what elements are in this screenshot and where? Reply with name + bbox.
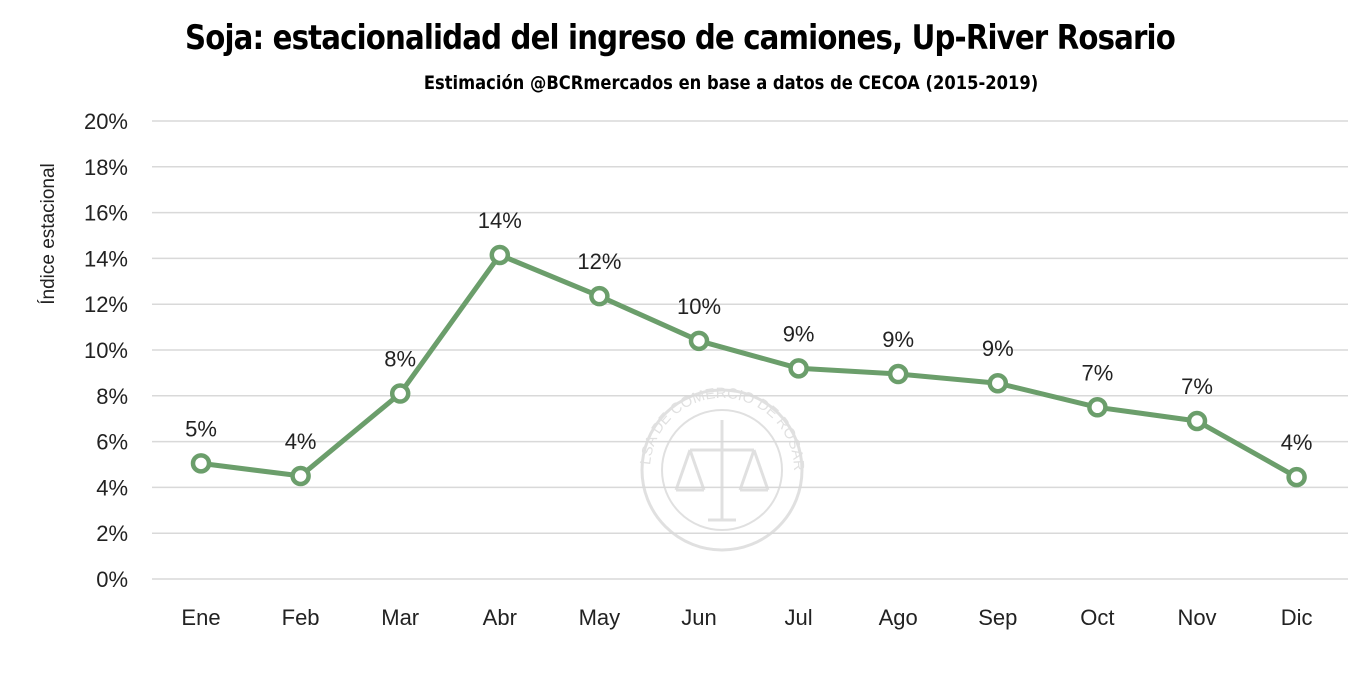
y-tick-label: 6% — [96, 430, 128, 455]
x-tick-label: Ene — [181, 605, 220, 630]
y-tick-label: 4% — [96, 475, 128, 500]
data-point — [290, 465, 311, 487]
data-point — [389, 383, 411, 404]
data-point — [1186, 410, 1208, 432]
y-tick-label: 20% — [84, 109, 128, 134]
data-label: 9% — [783, 321, 815, 346]
y-tick-label: 8% — [96, 384, 128, 409]
x-tick-label: Mar — [381, 605, 419, 630]
data-point — [589, 285, 610, 307]
data-label: 14% — [478, 208, 522, 233]
x-tick-label: Oct — [1080, 605, 1114, 630]
data-label: 9% — [882, 327, 914, 352]
data-point — [1286, 466, 1307, 488]
y-tick-label: 2% — [96, 521, 128, 546]
data-point — [489, 244, 511, 266]
y-tick-label: 18% — [84, 155, 128, 180]
y-tick-label: 14% — [84, 246, 128, 271]
data-label: 5% — [185, 416, 217, 441]
x-tick-label: Dic — [1281, 605, 1313, 630]
data-point — [987, 372, 1009, 394]
x-tick-label: Sep — [978, 605, 1017, 630]
x-tick-label: Abr — [483, 605, 517, 630]
data-label: 7% — [1082, 360, 1114, 385]
data-label: 9% — [982, 336, 1014, 361]
x-tick-label: Jul — [785, 605, 813, 630]
data-label: 12% — [577, 249, 621, 274]
watermark-seal: BOLSA DE COMERCIO DE ROSARIO — [0, 0, 807, 552]
y-tick-label: 16% — [84, 201, 128, 226]
x-tick-label: Feb — [282, 605, 320, 630]
x-tick-label: May — [579, 605, 621, 630]
x-tick-label: Ago — [879, 605, 918, 630]
data-point — [788, 358, 809, 379]
series-line — [200, 252, 1298, 480]
data-point — [887, 363, 909, 385]
data-point — [190, 453, 212, 474]
data-point — [1087, 397, 1108, 418]
y-tick-label: 12% — [84, 292, 128, 317]
y-tick-label: 0% — [96, 567, 128, 592]
y-axis-label: Índice estacional — [38, 163, 59, 305]
x-tick-label: Jun — [681, 605, 716, 630]
data-label: 4% — [1281, 430, 1313, 455]
chart-subtitle: Estimación @BCRmercados en base a datos … — [423, 72, 1039, 94]
data-label: 10% — [677, 294, 721, 319]
data-label: 8% — [384, 347, 416, 372]
data-label: 4% — [285, 429, 317, 454]
data-label: 7% — [1181, 374, 1213, 399]
chart-title: Soja: estacionalidad del ingreso de cami… — [185, 18, 1176, 58]
y-tick-label: 10% — [84, 338, 128, 363]
data-point — [688, 330, 710, 352]
x-tick-label: Nov — [1177, 605, 1216, 630]
